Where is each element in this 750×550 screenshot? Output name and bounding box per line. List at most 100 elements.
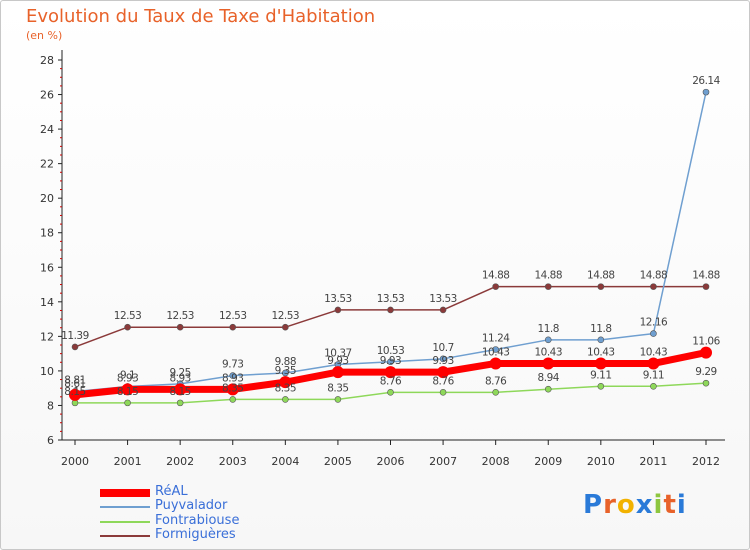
data-point — [489, 357, 502, 370]
legend-label-fontrabiouse: Fontrabiouse — [155, 513, 240, 528]
logo-letter: x — [635, 490, 654, 520]
data-label: 9.35 — [275, 365, 296, 377]
logo-letter: o — [616, 490, 636, 520]
y-tick-label: 8 — [47, 399, 54, 412]
data-point — [700, 346, 712, 359]
data-label: 12.53 — [114, 310, 142, 322]
x-tick-label: 2003 — [219, 455, 247, 468]
legend-label-real: RéAL — [155, 484, 188, 499]
data-point — [544, 283, 552, 290]
legend-item-formigueres: Formiguères — [100, 527, 300, 543]
data-label: 8.76 — [380, 375, 402, 387]
data-point — [282, 323, 289, 331]
logo-letter: i — [676, 490, 687, 520]
data-label: 12.16 — [640, 317, 668, 329]
data-point — [439, 355, 447, 363]
data-point — [121, 383, 134, 396]
data-label: 10.43 — [482, 346, 510, 358]
data-label: 9.93 — [380, 355, 401, 367]
data-label: 13.53 — [324, 293, 352, 305]
logo-letter: i — [653, 490, 664, 520]
data-label: 8.15 — [169, 386, 190, 398]
data-label: 10.37 — [324, 348, 352, 360]
data-point — [282, 369, 289, 377]
data-label: 14.88 — [640, 270, 668, 282]
data-point — [124, 399, 131, 407]
data-label: 12.53 — [166, 310, 194, 322]
data-label: 26.14 — [692, 75, 720, 87]
y-tick-label: 14 — [40, 296, 54, 309]
legend-item-fontrabiouse: Fontrabiouse — [100, 513, 300, 529]
data-point — [176, 399, 184, 407]
x-tick-label: 2011 — [639, 455, 667, 468]
data-point — [282, 396, 289, 403]
x-tick-label: 2000 — [61, 455, 89, 468]
x-tick-label: 2007 — [429, 455, 457, 468]
data-label: 14.88 — [482, 270, 510, 282]
data-point — [334, 306, 342, 314]
data-label: 11.39 — [61, 330, 89, 342]
legend-label-puyvalador: Puyvalador — [155, 498, 228, 513]
x-tick-label: 2001 — [114, 455, 142, 468]
x-tick-label: 2008 — [482, 455, 510, 468]
data-point — [387, 389, 394, 396]
y-tick-label: 18 — [40, 227, 54, 240]
data-label: 9.11 — [590, 369, 611, 381]
y-tick-label: 26 — [40, 89, 54, 102]
data-point — [542, 357, 555, 370]
y-tick-label: 12 — [40, 330, 54, 343]
data-label: 9.25 — [169, 367, 190, 379]
chart-title: Evolution du Taux de Taxe d'Habitation — [26, 6, 376, 27]
x-tick-label: 2009 — [534, 455, 562, 468]
data-point — [176, 323, 184, 331]
data-point — [334, 396, 342, 403]
data-point — [124, 323, 131, 331]
data-label: 9.11 — [643, 369, 664, 381]
data-point — [437, 366, 450, 379]
data-label: 10.43 — [587, 346, 615, 358]
data-label: 11.8 — [590, 323, 611, 335]
data-label: 13.53 — [377, 293, 405, 305]
data-point — [439, 389, 447, 396]
y-tick-label: 10 — [40, 365, 54, 378]
data-label: 8.76 — [485, 375, 507, 387]
data-point — [439, 306, 447, 314]
data-label: 8.81 — [64, 374, 85, 386]
data-point — [387, 358, 394, 366]
y-tick-label: 6 — [47, 434, 54, 447]
data-point — [384, 366, 397, 379]
legend-item-puyvalador: Puyvalador — [100, 498, 300, 514]
data-label: 11.8 — [538, 323, 559, 335]
data-label: 8.94 — [538, 372, 560, 384]
data-point — [594, 357, 607, 370]
logo-letter: P — [583, 490, 604, 520]
data-point — [229, 396, 237, 403]
x-tick-label: 2004 — [271, 455, 299, 468]
data-label: 14.88 — [587, 270, 615, 282]
legend-item-real: RéAL — [100, 484, 300, 500]
y-tick-label: 20 — [40, 192, 54, 205]
data-point — [702, 283, 710, 290]
data-point — [597, 336, 605, 344]
data-label: 9.73 — [222, 359, 243, 371]
data-label: 8.15 — [64, 386, 85, 398]
y-tick-label: 16 — [40, 261, 54, 274]
data-point — [492, 389, 499, 396]
data-point — [174, 383, 187, 396]
data-label: 14.88 — [534, 270, 562, 282]
x-tick-label: 2005 — [324, 455, 352, 468]
data-point — [647, 357, 660, 370]
data-point — [544, 336, 552, 344]
data-label: 10.7 — [432, 342, 453, 354]
data-label: 13.53 — [429, 293, 457, 305]
data-label: 8.76 — [432, 375, 454, 387]
data-label: 12.53 — [219, 310, 247, 322]
data-point — [226, 383, 239, 396]
y-tick-label: 22 — [40, 158, 54, 171]
data-point — [597, 283, 605, 290]
data-point — [650, 382, 657, 390]
legend-swatch-real — [100, 489, 150, 497]
data-point — [279, 376, 292, 389]
data-point — [597, 382, 605, 390]
